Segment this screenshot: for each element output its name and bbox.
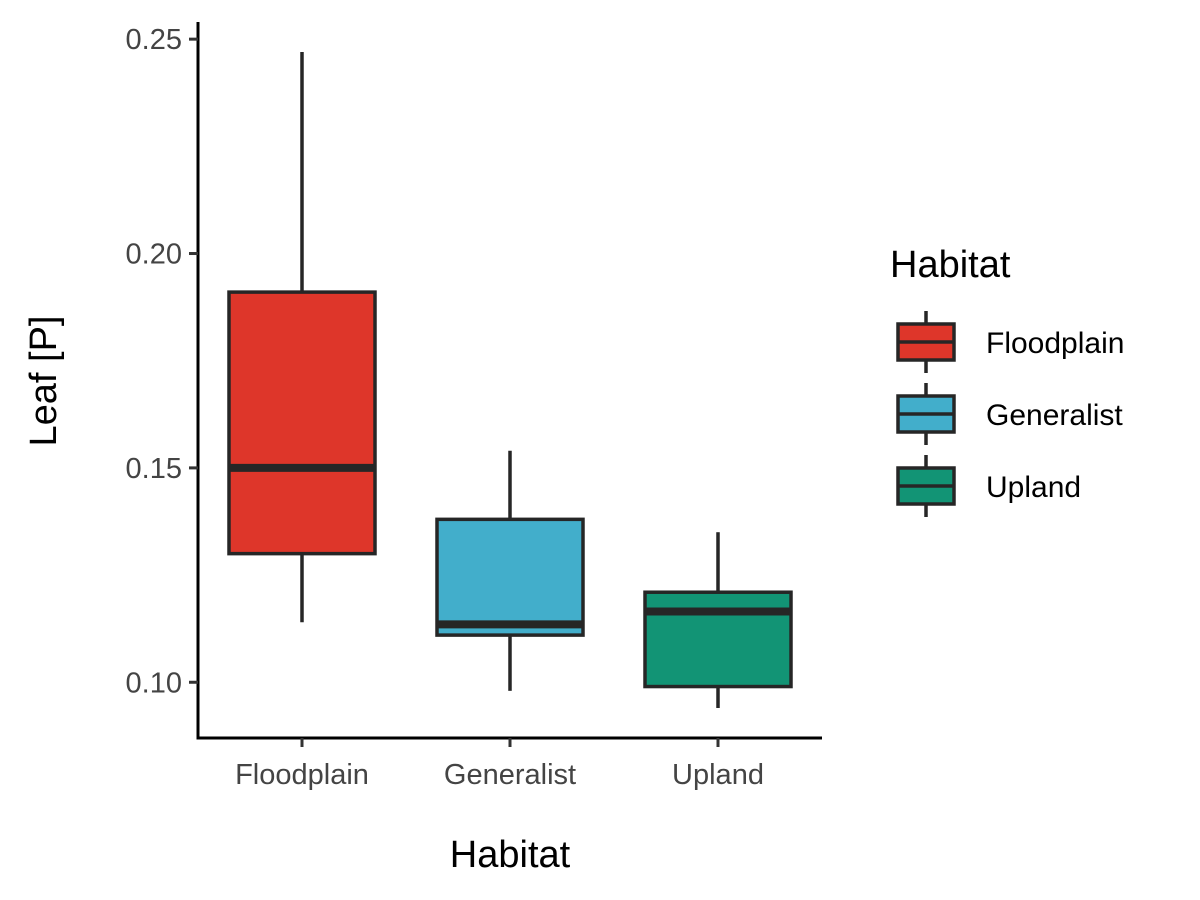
legend-entry-generalist: Generalist	[896, 383, 1123, 445]
y-axis-title: Leaf [P]	[23, 316, 65, 447]
box-body	[227, 290, 377, 556]
legend-entry-upland: Upland	[896, 455, 1081, 517]
legend-entries: Floodplain Generalist Upland	[896, 311, 1124, 517]
x-tick-label-upland: Upland	[672, 759, 764, 791]
legend: Habitat Floodplain Generalist Upland	[890, 244, 1124, 517]
legend-label: Generalist	[986, 399, 1123, 432]
y-ticks: 0.10 0.15 0.20 0.25	[126, 24, 198, 699]
legend-key	[896, 311, 956, 373]
legend-title: Habitat	[890, 244, 1011, 286]
x-ticks: Floodplain Generalist Upland	[235, 738, 764, 791]
x-axis-title: Habitat	[450, 834, 571, 876]
x-tick-label-floodplain: Floodplain	[235, 759, 369, 791]
legend-entry-floodplain: Floodplain	[896, 311, 1124, 373]
x-tick-label-generalist: Generalist	[444, 759, 576, 791]
legend-key	[896, 383, 956, 445]
y-tick-label: 0.20	[126, 239, 182, 271]
y-tick-label: 0.15	[126, 453, 182, 485]
legend-label: Floodplain	[986, 327, 1124, 360]
legend-key	[896, 455, 956, 517]
y-tick-label: 0.25	[126, 24, 182, 56]
box-body	[435, 517, 585, 637]
box-floodplain	[227, 52, 377, 623]
box-body	[643, 590, 793, 689]
legend-label: Upland	[986, 471, 1081, 504]
y-tick-label: 0.10	[126, 667, 182, 699]
box-upland	[643, 532, 793, 708]
box-generalist	[435, 450, 585, 691]
boxes-layer	[227, 52, 793, 708]
